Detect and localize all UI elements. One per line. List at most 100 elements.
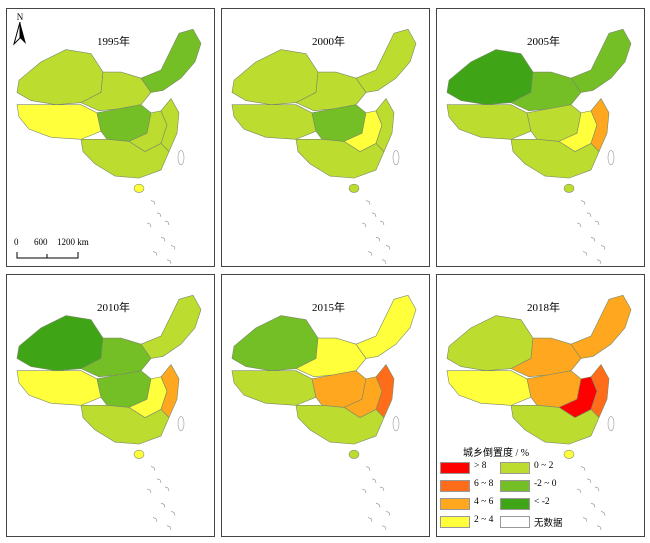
south-sea-island: [379, 220, 385, 226]
region-north-east: [355, 28, 417, 93]
south-sea-island: [385, 511, 391, 516]
south-sea-island: [156, 212, 162, 217]
region-north-east: [355, 294, 417, 359]
south-sea-island: [156, 478, 162, 483]
region-south: [80, 139, 170, 179]
south-sea-island: [600, 511, 606, 516]
legend-swatch: [440, 498, 470, 510]
south-sea-island: [596, 525, 602, 530]
region-west: [446, 315, 534, 371]
south-sea-island: [170, 245, 176, 250]
south-sea-island: [375, 236, 381, 242]
south-sea-island: [152, 517, 158, 522]
region-southwest-plateau: [231, 370, 317, 406]
region-west: [16, 49, 104, 105]
year-label: 2000年: [312, 36, 345, 48]
south-sea-island: [166, 259, 172, 264]
legend-swatch: [500, 480, 530, 492]
region-east-coast: [590, 364, 610, 419]
south-sea-island: [576, 222, 582, 228]
region-west: [16, 315, 104, 371]
south-sea-island: [367, 251, 373, 256]
south-sea-island: [164, 486, 170, 492]
legend-label: < -2: [534, 497, 550, 507]
region-east-coast: [375, 98, 395, 153]
legend-swatch: [440, 480, 470, 492]
taiwan-island: [177, 416, 185, 432]
south-sea-island: [582, 517, 588, 522]
south-sea-island: [596, 259, 602, 264]
scale-bar-line: [16, 252, 79, 259]
hainan-island: [133, 183, 145, 193]
legend-label: > 8: [474, 461, 487, 471]
south-sea-island: [146, 488, 152, 494]
legend-swatch: [440, 462, 470, 474]
south-sea-island: [586, 212, 592, 217]
region-south: [510, 139, 600, 179]
north-arrow-icon: [13, 22, 26, 46]
south-sea-island: [152, 251, 158, 256]
region-southwest-plateau: [446, 104, 532, 140]
south-sea-island: [381, 525, 387, 530]
china-map: [231, 294, 417, 530]
year-label: 1995年: [97, 36, 130, 48]
region-east-coast: [375, 364, 395, 419]
legend-swatch: [440, 516, 470, 528]
region-north-east: [140, 294, 202, 359]
region-north-east: [140, 28, 202, 93]
region-south: [510, 405, 600, 445]
south-sea-island: [361, 488, 367, 494]
legend-label: 4 ~ 6: [474, 497, 494, 507]
scale-tick-0: 0: [14, 237, 19, 247]
south-sea-island: [166, 525, 172, 530]
south-sea-island: [594, 486, 600, 492]
map-panel-2000: 2000年: [221, 8, 430, 267]
region-north-east: [570, 294, 632, 359]
hainan-island: [133, 449, 145, 459]
south-sea-island: [379, 486, 385, 492]
map-panel-2005: 2005年: [436, 8, 645, 267]
north-arrow: N: [12, 12, 28, 46]
south-sea-island: [150, 466, 156, 471]
china-map: [231, 28, 417, 264]
region-north-east: [570, 28, 632, 93]
taiwan-island: [392, 416, 400, 432]
south-sea-island: [160, 236, 166, 242]
map-panel-2015: 2015年: [221, 274, 430, 537]
year-label: 2010年: [97, 302, 130, 314]
south-sea-island: [590, 236, 596, 242]
year-label: 2015年: [312, 302, 345, 314]
south-sea-island: [576, 488, 582, 494]
taiwan-island: [607, 150, 615, 166]
scale-tick-1200: 1200 km: [57, 237, 89, 247]
south-sea-island: [586, 478, 592, 483]
legend-swatch: [500, 498, 530, 510]
china-map: [16, 294, 202, 530]
legend: 城乡倒置度 / % > 8 0 ~ 2 6 ~ 8 -2 ~ 0 4 ~ 6 < -2 2 …: [438, 440, 643, 536]
south-sea-island: [146, 222, 152, 228]
hainan-island: [348, 183, 360, 193]
south-sea-island: [371, 478, 377, 483]
south-sea-island: [170, 511, 176, 516]
year-label: 2005年: [527, 36, 560, 48]
region-east-coast: [160, 98, 180, 153]
region-southwest-plateau: [446, 370, 532, 406]
region-southwest-plateau: [16, 370, 102, 406]
south-sea-island: [385, 245, 391, 250]
south-sea-island: [371, 212, 377, 217]
hainan-island: [348, 449, 360, 459]
scale-bar: 0 600 1200 km: [14, 237, 124, 265]
china-map: [446, 28, 632, 264]
scale-tick-600: 600: [34, 237, 48, 247]
hainan-island: [563, 183, 575, 193]
region-southwest-plateau: [231, 104, 317, 140]
map-panel-1995: 1995年: [6, 8, 215, 267]
south-sea-island: [361, 222, 367, 228]
taiwan-island: [392, 150, 400, 166]
legend-title: 城乡倒置度 / %: [463, 448, 530, 459]
south-sea-island: [590, 502, 596, 508]
china-map: [446, 294, 632, 530]
region-south: [80, 405, 170, 445]
region-west: [231, 49, 319, 105]
legend-swatch: [500, 462, 530, 474]
